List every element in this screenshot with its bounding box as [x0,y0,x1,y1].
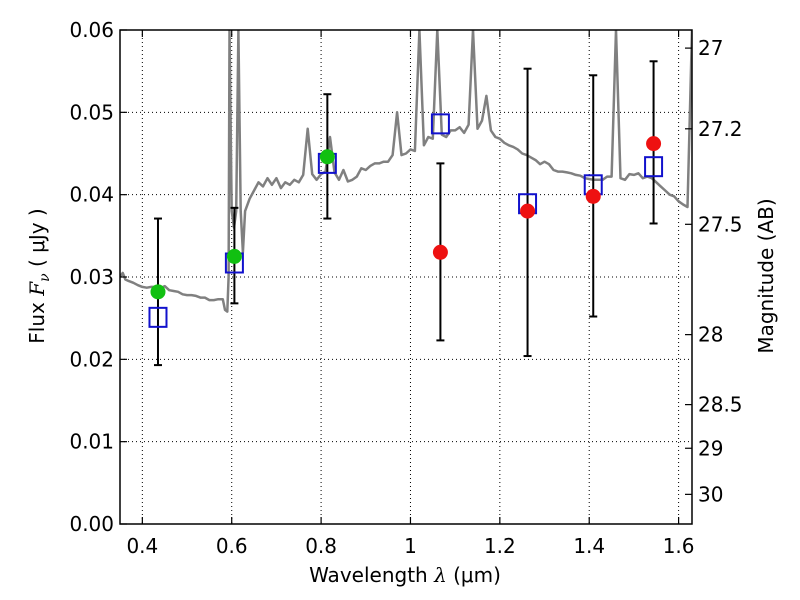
observed-point-green [150,284,166,300]
x-tick-label: 1.4 [573,534,605,558]
right-tick-label: 28 [698,323,723,347]
model-photometry-square [644,156,664,178]
observed-point-green [319,149,335,165]
x-tick-label: 0.6 [216,534,248,558]
y-axis-subscript: ν [37,273,53,282]
model-photometry-square [430,113,450,135]
plot-area [120,30,692,367]
x-axis-title-word: Wavelength [309,563,428,587]
grid-lines [120,29,692,525]
observed-point-red [432,244,448,260]
y-tick-label: 0.05 [69,100,114,124]
plot-frame [119,29,693,525]
y-tick-label: 0.02 [69,347,114,371]
x-axis-symbol: λ [433,563,447,587]
y-axis-units: ( μJy ) [25,208,49,267]
observed-point-red [520,203,536,219]
axis-labels: Wavelength λ (μm) Flux Fν ( μJy ) Magnit… [25,198,778,587]
y-axis-symbol: F [25,281,49,297]
x-tick-label: 1.2 [484,534,516,558]
right-axis-title: Magnitude (AB) [754,198,778,353]
observed-point-red [646,136,662,152]
observed-point-green [226,248,242,264]
right-tick-label: 28.5 [698,393,743,417]
y-axis-title: Flux Fν ( μJy ) [25,208,53,343]
y-tick-label: 0.03 [69,265,114,289]
right-tick-label: 29 [698,436,723,460]
y-tick-label: 0.04 [69,183,114,207]
x-axis-units: (μm) [453,563,501,587]
x-axis-title: Wavelength λ (μm) [309,563,501,587]
y-tick-label: 0.06 [69,18,114,42]
y-axis-title-word: Flux [25,302,49,344]
axes: 0.4 0.6 0.8 1 1.2 1.4 1.6 0.00 0.01 0.02 0.03 0.04 0… [69,18,742,558]
model-photometry-square [148,306,168,328]
sed-model-line [120,30,692,313]
right-tick-label: 27.5 [698,212,743,236]
right-tick-label: 30 [698,482,723,506]
observed-point-red [585,188,601,204]
x-tick-label: 0.4 [126,534,158,558]
y-tick-label: 0.01 [69,430,114,454]
right-tick-label: 27.2 [698,117,743,141]
x-tick-label: 1 [404,534,417,558]
x-tick-label: 1.6 [663,534,695,558]
x-tick-label: 0.8 [305,534,337,558]
right-tick-label: 27 [698,36,723,60]
y-tick-label: 0.00 [69,512,114,536]
